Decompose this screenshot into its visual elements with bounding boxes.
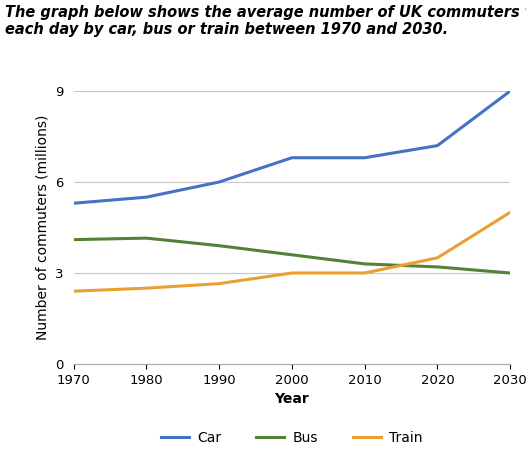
Train xyxy=(216,281,222,286)
Bus xyxy=(289,252,295,258)
Car xyxy=(507,88,513,94)
Bus xyxy=(216,243,222,248)
Bus xyxy=(143,235,149,241)
Train xyxy=(361,270,368,276)
Car xyxy=(216,179,222,185)
Car xyxy=(289,155,295,161)
Train xyxy=(507,210,513,215)
Bus xyxy=(434,264,441,270)
Bus xyxy=(70,237,77,243)
Line: Bus: Bus xyxy=(74,238,510,273)
Car xyxy=(361,155,368,161)
Y-axis label: Number of commuters (millions): Number of commuters (millions) xyxy=(36,115,50,340)
Car xyxy=(70,201,77,206)
Car xyxy=(434,143,441,148)
X-axis label: Year: Year xyxy=(275,392,309,406)
Train xyxy=(70,288,77,294)
Train xyxy=(143,285,149,291)
Train xyxy=(434,255,441,261)
Legend: Car, Bus, Train: Car, Bus, Train xyxy=(156,425,428,450)
Line: Car: Car xyxy=(74,91,510,203)
Text: The graph below shows the average number of UK commuters travelling
each day by : The graph below shows the average number… xyxy=(5,5,526,37)
Bus xyxy=(361,261,368,267)
Train xyxy=(289,270,295,276)
Car xyxy=(143,194,149,200)
Bus xyxy=(507,270,513,276)
Line: Train: Train xyxy=(74,212,510,291)
